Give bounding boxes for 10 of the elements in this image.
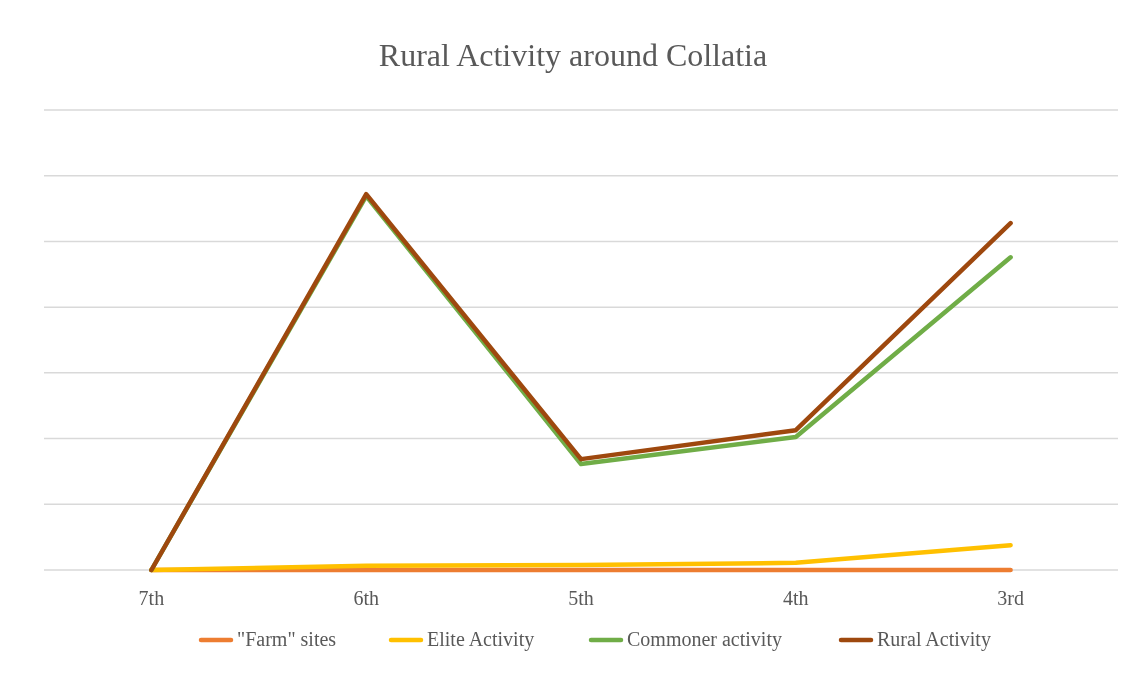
x-tick-label: 3rd (997, 587, 1024, 609)
legend-label: Rural Activity (877, 628, 991, 651)
x-tick-label: 6th (353, 587, 379, 609)
legend-label: Commoner activity (627, 628, 782, 651)
legend-label: "Farm" sites (237, 628, 337, 650)
chart-title: Rural Activity around Collatia (378, 37, 768, 73)
legend-label: Elite Activity (427, 628, 535, 651)
x-tick-label: 4th (783, 587, 809, 609)
x-tick-label: 5th (568, 587, 594, 609)
x-tick-label: 7th (138, 587, 165, 609)
